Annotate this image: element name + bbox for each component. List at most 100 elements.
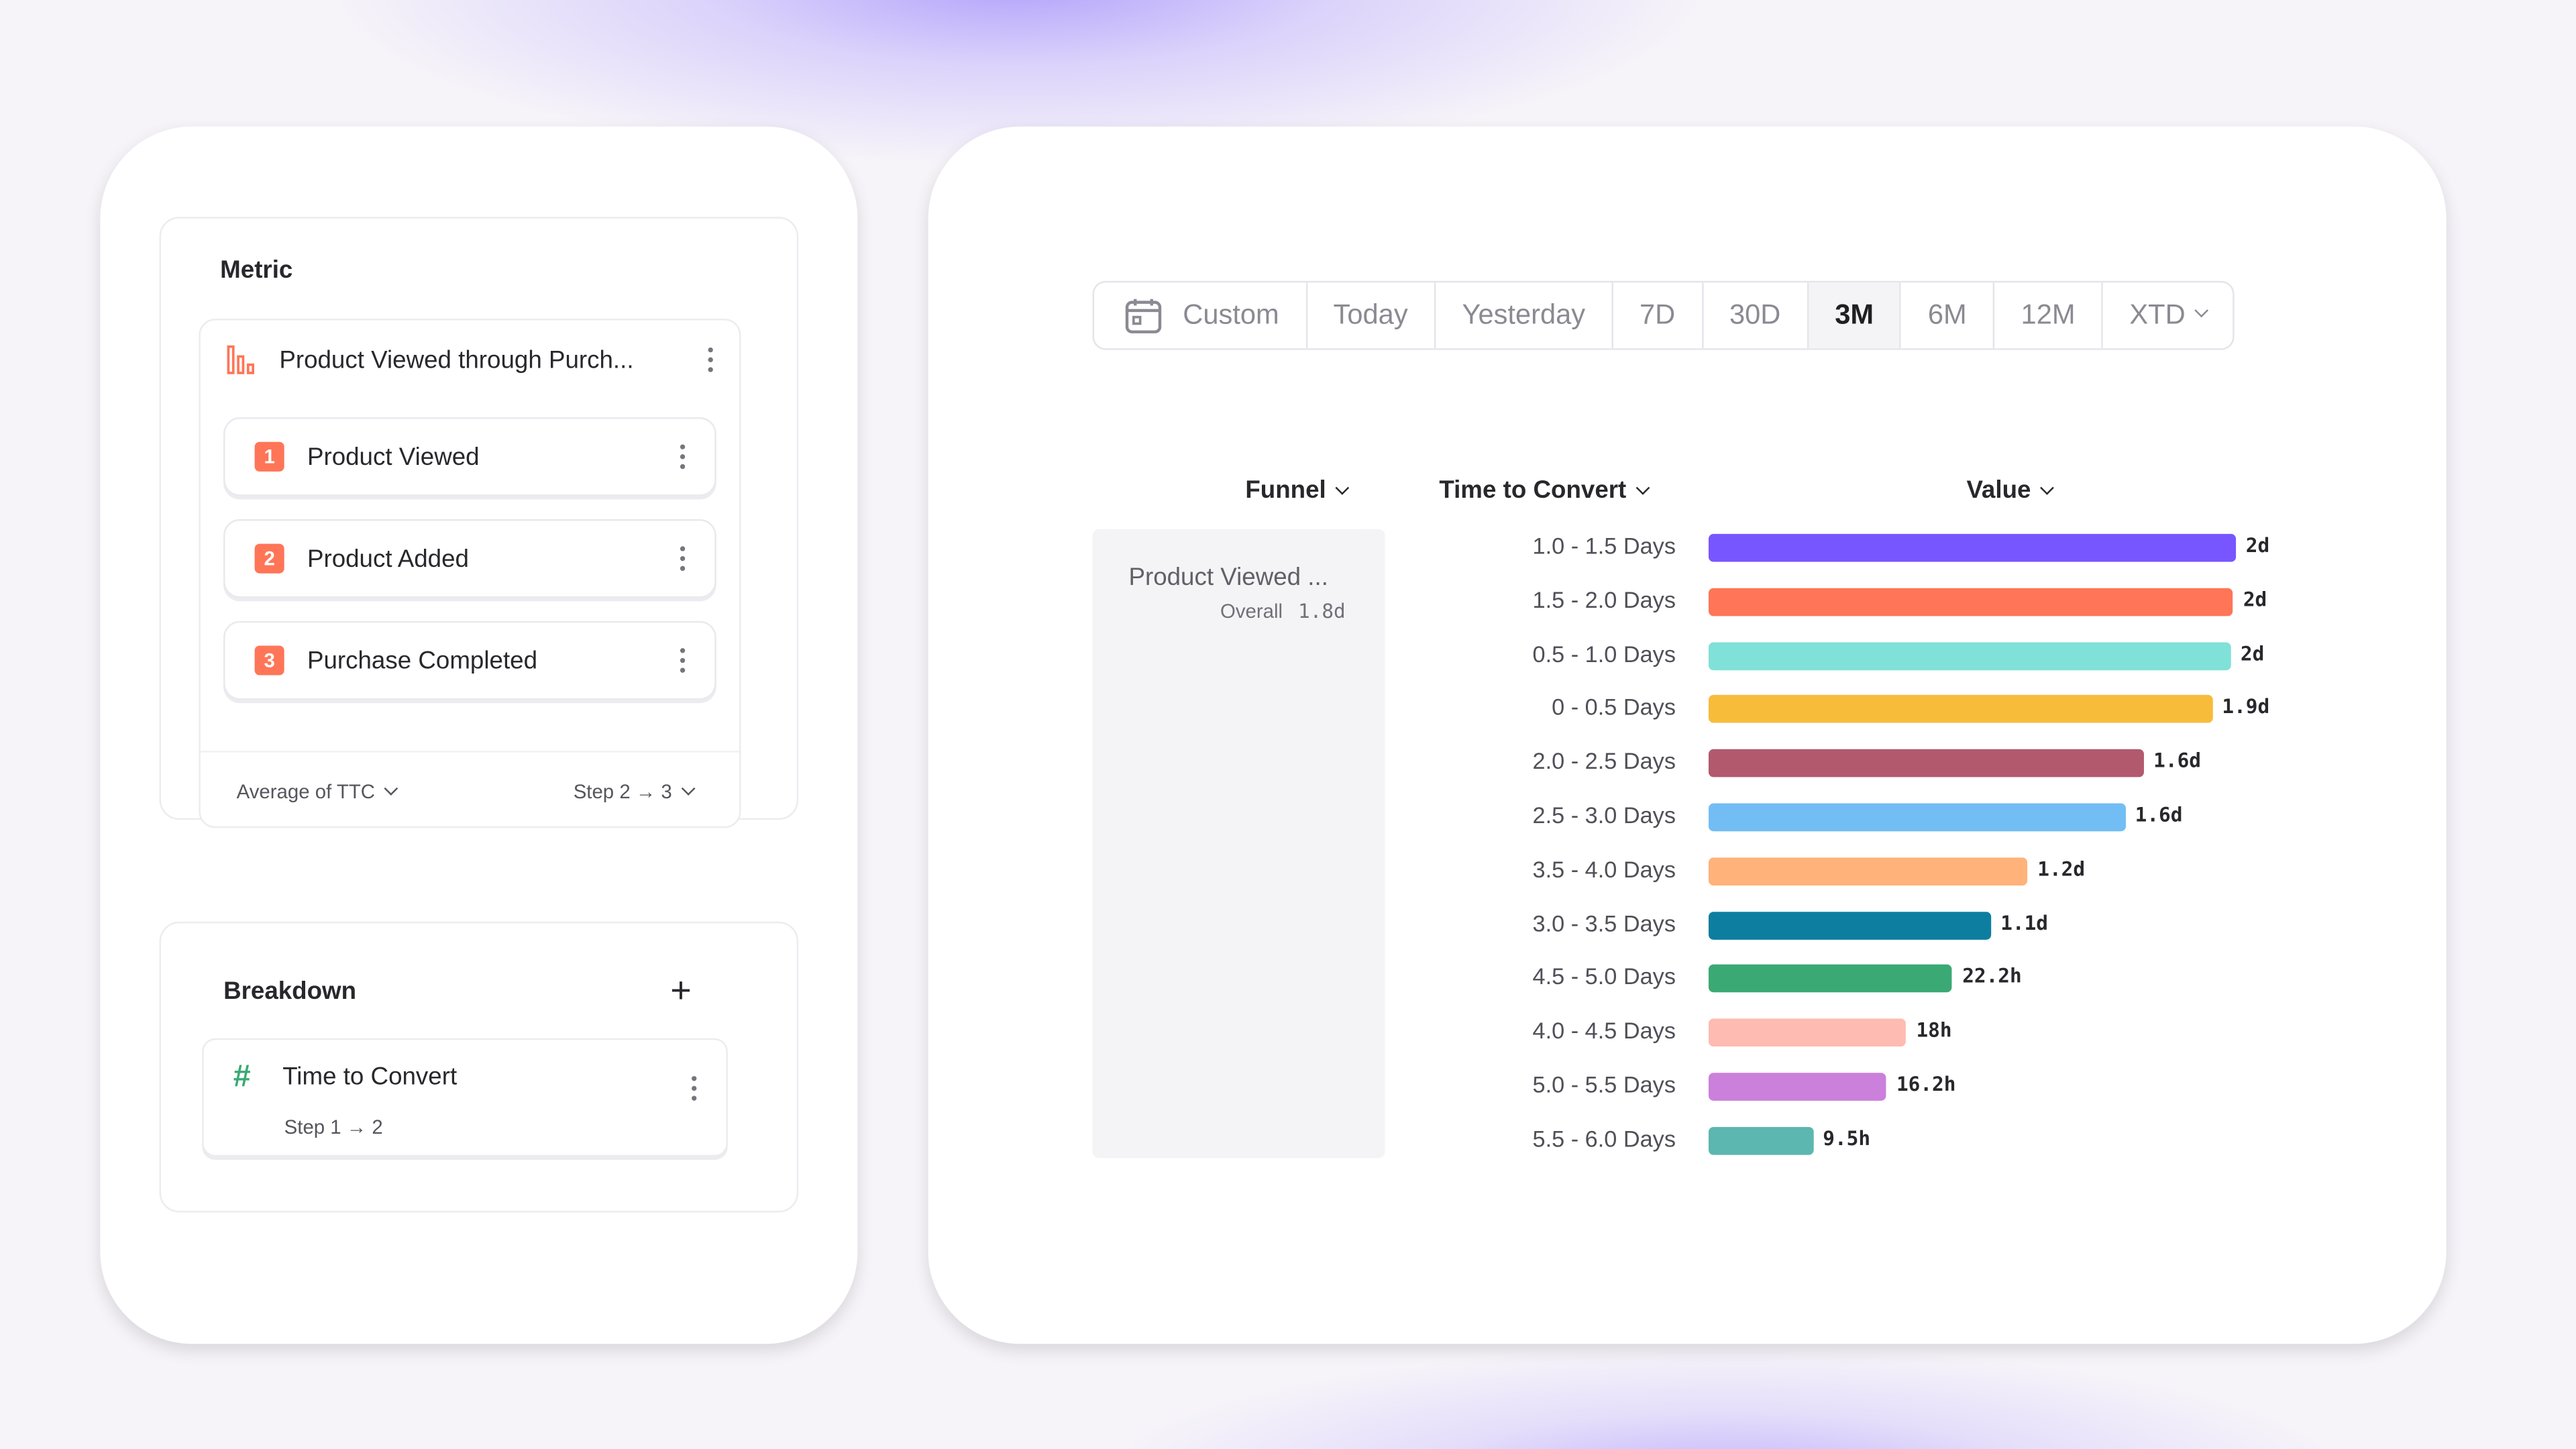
date-option-30d[interactable]: 30D	[1701, 282, 1807, 349]
bar[interactable]	[1708, 1018, 1907, 1047]
column-label: Funnel	[1245, 476, 1326, 504]
data-label: 18h	[1916, 1018, 1952, 1042]
category-label: 4.0 - 4.5 Days	[1532, 1017, 1676, 1044]
date-option-yesterday[interactable]: Yesterday	[1434, 282, 1611, 349]
step-badge: 3	[254, 645, 284, 676]
bar[interactable]	[1708, 695, 2212, 724]
data-label: 2d	[2243, 588, 2267, 611]
step-row-1[interactable]: 1 Product Viewed	[223, 417, 716, 496]
category-label: 3.0 - 3.5 Days	[1532, 909, 1676, 936]
overall-row: Overall 1.8d	[1220, 600, 1346, 623]
category-label: 2.5 - 3.0 Days	[1532, 802, 1676, 828]
metric-panel: Metric Product Viewed through Purch... 1…	[159, 217, 799, 828]
funnel-more-icon[interactable]	[708, 347, 713, 372]
data-label: 16.2h	[1896, 1073, 1956, 1096]
bar[interactable]	[1708, 911, 1991, 939]
category-label: 5.5 - 6.0 Days	[1532, 1125, 1676, 1152]
bar[interactable]	[1708, 1073, 1887, 1101]
more-icon[interactable]	[680, 546, 686, 572]
date-option-today[interactable]: Today	[1305, 282, 1434, 349]
step-range-select[interactable]: Step 2 → 3	[573, 780, 696, 804]
data-label: 2d	[2240, 641, 2265, 665]
chevron-down-icon	[681, 782, 696, 796]
date-option-6m[interactable]: 6M	[1900, 282, 1993, 349]
category-label: 0 - 0.5 Days	[1552, 694, 1676, 720]
bar[interactable]	[1708, 857, 2028, 885]
bar[interactable]	[1708, 533, 2237, 562]
category-label: 3.5 - 4.0 Days	[1532, 855, 1676, 882]
data-label: 9.5h	[1823, 1126, 1871, 1150]
breakdown-title: Breakdown	[223, 977, 357, 1006]
divider	[200, 751, 740, 753]
bar[interactable]	[1708, 1126, 1813, 1155]
category-label: 0.5 - 1.0 Days	[1532, 640, 1676, 667]
column-header-time-to-convert[interactable]: Time to Convert	[1439, 476, 1650, 504]
data-label: 2d	[2245, 533, 2270, 557]
chevron-down-icon	[2194, 303, 2209, 318]
column-header-value[interactable]: Value	[1966, 476, 2055, 504]
date-range-picker: Custom Today Yesterday 7D 30D 3M 6M 12M …	[1092, 280, 2235, 350]
data-label: 1.6d	[2153, 749, 2201, 773]
data-label: 1.6d	[2135, 803, 2183, 826]
add-breakdown-button[interactable]: +	[670, 972, 691, 1009]
aggregation-select[interactable]: Average of TTC	[236, 780, 398, 804]
data-label: 1.9d	[2222, 695, 2270, 719]
step-label: Product Viewed	[307, 443, 480, 471]
step-badge: 1	[254, 441, 284, 472]
funnel-cell: Product Viewed ... Overall 1.8d	[1092, 529, 1385, 1159]
date-option-xtd[interactable]: XTD	[2101, 282, 2233, 349]
data-label: 1.2d	[2037, 857, 2086, 881]
breakdown-sublabel: Step 1 → 2	[284, 1115, 383, 1139]
category-label: 5.0 - 5.5 Days	[1532, 1071, 1676, 1097]
calendar-icon	[1125, 299, 1162, 333]
aggregation-label: Average of TTC	[236, 780, 376, 804]
category-label: 4.5 - 5.0 Days	[1532, 963, 1676, 990]
bar[interactable]	[1708, 803, 2125, 832]
date-option-3m[interactable]: 3M	[1807, 282, 1900, 349]
breakdown-panel: Breakdown + # Time to Convert Step 1 → 2	[159, 921, 799, 1213]
chevron-down-icon	[1335, 480, 1350, 495]
category-label: 1.5 - 2.0 Days	[1532, 586, 1676, 612]
overall-value: 1.8d	[1297, 599, 1346, 623]
bar[interactable]	[1708, 965, 1953, 994]
step-range-label: Step 2 → 3	[573, 780, 672, 804]
overall-label: Overall	[1220, 599, 1283, 623]
plus-icon: +	[670, 969, 692, 1011]
chevron-down-icon	[2040, 480, 2055, 495]
column-label: Time to Convert	[1439, 476, 1627, 504]
more-icon[interactable]	[680, 648, 686, 673]
date-option-12m[interactable]: 12M	[1992, 282, 2102, 349]
category-label: 2.0 - 2.5 Days	[1532, 747, 1676, 774]
step-label: Product Added	[307, 544, 469, 573]
date-option-7d[interactable]: 7D	[1611, 282, 1701, 349]
step-row-3[interactable]: 3 Purchase Completed	[223, 621, 716, 700]
chevron-down-icon	[384, 782, 398, 796]
category-label: 1.0 - 1.5 Days	[1532, 532, 1676, 559]
step-label: Purchase Completed	[307, 646, 538, 675]
more-icon[interactable]	[680, 444, 686, 470]
more-icon[interactable]	[692, 1076, 697, 1101]
date-option-custom[interactable]: Custom	[1094, 282, 1305, 348]
step-row-2[interactable]: 2 Product Added	[223, 519, 716, 598]
config-card: Metric Product Viewed through Purch... 1…	[100, 126, 858, 1344]
date-option-label: Custom	[1183, 299, 1279, 331]
column-header-funnel[interactable]: Funnel	[1245, 476, 1350, 504]
data-label: 22.2h	[1962, 965, 2022, 988]
funnel-box: Product Viewed through Purch... 1 Produc…	[199, 319, 741, 828]
chevron-down-icon	[1635, 480, 1650, 495]
funnel-header[interactable]: Product Viewed through Purch...	[227, 340, 720, 380]
funnel-chart-icon	[227, 345, 254, 374]
hash-icon: #	[233, 1059, 251, 1095]
breakdown-label: Time to Convert	[282, 1063, 458, 1091]
bar[interactable]	[1708, 641, 2231, 670]
data-label: 1.1d	[2000, 911, 2049, 934]
funnel-name: Product Viewed through Purch...	[279, 345, 634, 374]
bar[interactable]	[1708, 749, 2144, 777]
step-badge: 2	[254, 543, 284, 574]
breakdown-item[interactable]: # Time to Convert Step 1 → 2	[202, 1038, 728, 1157]
metric-title: Metric	[220, 256, 293, 284]
bar[interactable]	[1708, 588, 2234, 616]
column-label: Value	[1966, 476, 2031, 504]
date-option-label: XTD	[2129, 299, 2186, 331]
